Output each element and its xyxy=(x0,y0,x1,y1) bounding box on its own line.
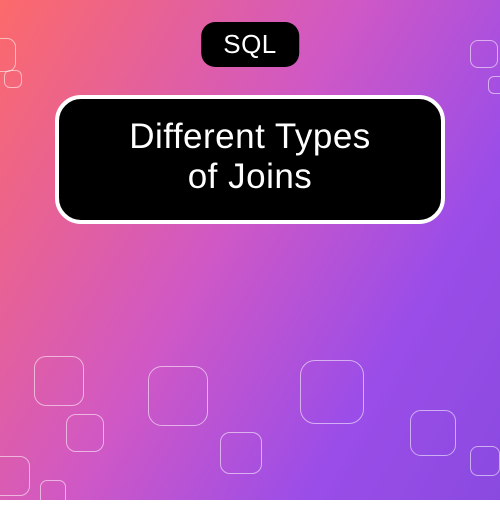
decorative-square xyxy=(410,410,456,456)
decorative-square xyxy=(66,414,104,452)
decorative-square xyxy=(34,356,84,406)
badge-label: SQL xyxy=(223,29,277,59)
title-line-2: of Joins xyxy=(188,157,313,196)
decorative-square xyxy=(300,360,364,424)
decorative-square xyxy=(470,40,498,68)
title-text: Different Types of Joins xyxy=(83,117,417,198)
decorative-square xyxy=(220,432,262,474)
decorative-square xyxy=(148,366,208,426)
decorative-square xyxy=(4,70,22,88)
title-line-1: Different Types xyxy=(129,117,371,156)
decorative-square xyxy=(488,76,500,94)
decorative-square xyxy=(0,38,16,72)
title-box: Different Types of Joins xyxy=(55,95,445,224)
decorative-square xyxy=(40,480,66,506)
decorative-square xyxy=(0,456,30,496)
decorative-square xyxy=(470,446,500,476)
category-badge: SQL xyxy=(201,22,299,67)
